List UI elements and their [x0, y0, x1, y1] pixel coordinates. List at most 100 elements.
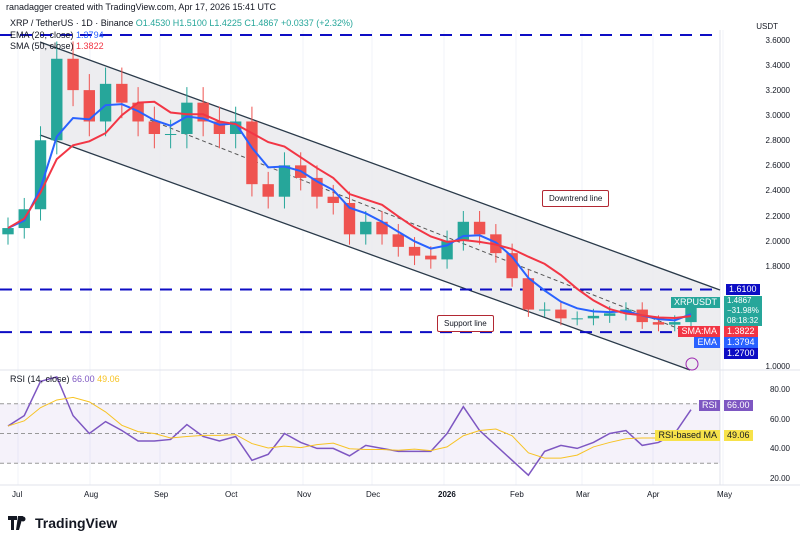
time-axis-label: Aug	[84, 490, 99, 499]
symbol-tag: XRPUSDT	[670, 297, 720, 308]
candle-body	[571, 318, 583, 320]
candle-body	[587, 315, 600, 319]
ema-value: 1.3794	[76, 30, 104, 40]
time-axis-label: May	[717, 490, 733, 499]
sma-line	[7, 100, 692, 319]
rsi-axis-label: 20.00	[769, 474, 790, 484]
price-axis-label: 2.2000	[765, 211, 790, 221]
price-axis-label: 2.8000	[765, 136, 790, 146]
ema-line	[7, 103, 692, 322]
rsi-axis-label: 80.00	[769, 384, 790, 394]
legend-ema[interactable]: EMA (20, close) 1.3794	[10, 30, 104, 40]
candle-body	[652, 322, 665, 325]
rsi-line	[7, 375, 692, 477]
candle-body	[457, 221, 470, 241]
candle-body	[669, 322, 681, 325]
downtrend-annotation[interactable]: Downtrend line	[542, 190, 610, 207]
credit-text: ranadagger created with TradingView.com,…	[6, 2, 276, 12]
last-price-tag: 1.4867 −31.98% 08:18:32	[724, 296, 762, 326]
candle-body	[67, 58, 79, 91]
price-axis-label: 2.6000	[765, 161, 790, 171]
last-price: 1.4867	[727, 296, 752, 305]
sma-price-tag: 1.3822	[724, 326, 758, 337]
time-axis-label: Feb	[510, 490, 524, 499]
price-axis-label: 3.2000	[765, 86, 790, 96]
symbol-text: XRP / TetherUS · 1D · Binance	[10, 18, 134, 28]
price-axis-label: 3.6000	[765, 35, 790, 45]
sma-label: SMA (50, close)	[10, 41, 74, 51]
open-value: O1.4530	[135, 18, 171, 28]
legend-rsi[interactable]: RSI (14, close) 66.00 49.06	[10, 374, 120, 384]
legend-symbol: XRP / TetherUS · 1D · Binance O1.4530 H1…	[10, 18, 353, 28]
time-axis-label: Dec	[366, 490, 381, 499]
time-axis-label: Apr	[647, 490, 660, 499]
logo-text: TradingView	[35, 515, 118, 531]
rsi-ma-tag: RSI-based MA	[655, 430, 720, 441]
legend-sma[interactable]: SMA (50, close) 1.3822	[10, 41, 104, 51]
candle-body	[197, 102, 209, 122]
support-price-tag: 1.2700	[724, 348, 758, 359]
ema-label: EMA (20, close)	[10, 30, 74, 40]
candle-body	[408, 246, 421, 256]
candle-body	[181, 102, 193, 135]
rsi-axis-label: 60.00	[769, 414, 790, 424]
candle-body	[262, 184, 274, 197]
time-axis-label: 2026	[438, 490, 456, 499]
candle-body	[246, 121, 258, 185]
support-line	[39, 134, 691, 371]
candle-body	[327, 196, 339, 203]
rsi-label: RSI (14, close)	[10, 374, 70, 384]
candle-body	[376, 221, 388, 235]
ema-tag: EMA	[694, 337, 720, 348]
candle-body	[311, 177, 323, 197]
price-axis-label: 1.0000	[765, 362, 790, 371]
downtrend-line	[39, 41, 721, 291]
candle-body	[343, 202, 356, 235]
candle-body	[685, 304, 697, 323]
support-annotation[interactable]: Support line	[437, 315, 494, 332]
price-axis-label: 3.0000	[765, 111, 790, 121]
lightning-event-icon	[685, 357, 699, 371]
candle-body	[441, 240, 453, 260]
rsi-ma-line	[7, 396, 692, 459]
candle-body	[555, 309, 567, 319]
candle-body	[392, 234, 404, 247]
sma-value: 1.3822	[76, 41, 104, 51]
rsi-ma-price-tag: 49.06	[724, 430, 753, 441]
price-axis-label: 2.0000	[765, 236, 790, 246]
sma-tag: SMA:MA	[678, 326, 720, 337]
candle-body	[473, 221, 486, 235]
rsi-tag: RSI	[698, 400, 720, 411]
candle-body	[83, 90, 96, 122]
candle-body	[2, 228, 14, 235]
candle-body	[522, 278, 535, 310]
candle-body	[51, 58, 63, 141]
candle-body	[213, 121, 226, 135]
rsi-value: 66.00	[72, 374, 95, 384]
time-axis-label: Jul	[12, 490, 23, 499]
rsi-price-tag: 66.00	[724, 400, 753, 411]
change-pct: −31.98%	[727, 306, 759, 315]
candle-body	[425, 255, 437, 260]
candle-body	[360, 221, 372, 235]
time-axis-label: Sep	[154, 490, 169, 499]
tradingview-logo[interactable]: TradingView	[8, 515, 117, 531]
candle-body	[229, 121, 242, 135]
bar-countdown: 08:18:32	[727, 316, 759, 325]
close-value: C1.4867	[244, 18, 279, 28]
price-axis-label: 2.4000	[765, 186, 790, 196]
low-value: L1.4225	[209, 18, 242, 28]
candle-body	[148, 121, 161, 135]
candle-body	[116, 83, 128, 103]
change-value: +0.0337 (+2.32%)	[280, 18, 354, 28]
candle-body	[164, 134, 177, 136]
candle-body	[34, 140, 47, 210]
candle-body	[278, 165, 291, 197]
time-axis-label: Nov	[297, 490, 312, 499]
high-value: H1.5100	[172, 18, 207, 28]
time-axis-label: Oct	[225, 490, 238, 499]
candle-body	[506, 253, 518, 279]
candle-body	[603, 313, 616, 316]
ema-price-tag: 1.3794	[724, 337, 758, 348]
